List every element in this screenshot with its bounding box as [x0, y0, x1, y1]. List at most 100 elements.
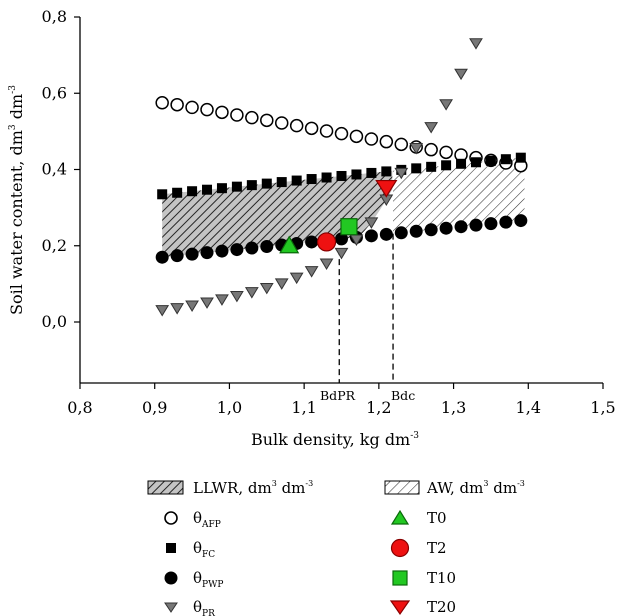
afp-point — [155, 96, 169, 110]
x-axis-label: Bulk density, kg dm-3 — [251, 430, 419, 449]
pwp-point — [409, 224, 423, 238]
legend-t10-label: T10 — [427, 569, 456, 587]
pr-point — [230, 290, 244, 303]
pwp-point — [185, 247, 199, 261]
green-square-marker — [392, 570, 408, 586]
fc-point — [306, 174, 317, 185]
pr-point — [409, 143, 424, 155]
y-axis-label: Soil water content, dm3 dm-3 — [7, 85, 26, 315]
pr-point — [170, 303, 185, 315]
fc-point — [470, 157, 481, 168]
legend-t10: T10 — [392, 569, 456, 587]
afp-point — [424, 142, 438, 157]
pr-point — [364, 217, 379, 229]
pr-point — [439, 99, 453, 111]
afp-point — [304, 121, 319, 136]
legend-aw: AW, dm3 dm-3 — [384, 479, 525, 497]
fc-point — [216, 183, 227, 194]
fc-point — [246, 180, 257, 191]
pwp-point — [215, 244, 229, 258]
x-tick-label: 1,5 — [590, 398, 615, 417]
afp-point — [215, 105, 229, 120]
pr-point — [454, 68, 468, 81]
fc-point — [276, 177, 287, 188]
legend-t2: T2 — [390, 538, 447, 558]
t0-point — [279, 235, 300, 254]
filled-circle-marker — [164, 571, 178, 585]
x-ticks: 0,8 0,9 1,0 1,1 1,2 1,3 1,4 1,5 — [67, 383, 616, 417]
aw-area — [393, 157, 525, 234]
pwp-point — [469, 218, 483, 232]
fc-point — [441, 160, 452, 171]
legend-aw-swatch — [384, 480, 420, 495]
bdpr-label: BdPR — [320, 388, 356, 403]
fc-point — [202, 184, 213, 195]
fc-point — [351, 169, 362, 180]
t20-point — [375, 179, 398, 198]
fc-point — [381, 166, 392, 177]
pr-point — [155, 305, 170, 317]
fc-point — [411, 163, 422, 174]
pwp-point — [155, 250, 169, 264]
afp-point — [274, 116, 289, 130]
legend-afp: θAFP — [164, 509, 221, 530]
legend-pwp: θPWP — [164, 569, 223, 590]
legend-t0: T0 — [390, 509, 447, 527]
legend-llwr-label: LLWR, dm3 dm-3 — [193, 479, 313, 497]
red-down-triangle-marker — [389, 600, 411, 616]
down-triangle-marker — [164, 602, 178, 613]
legend-t2-label: T2 — [427, 539, 447, 557]
pr-point — [259, 282, 274, 295]
afp-point — [334, 126, 349, 141]
fc-point — [426, 161, 437, 172]
afp-point — [319, 124, 334, 138]
pwp-point — [245, 241, 259, 255]
legend-fc-label: θFC — [193, 539, 215, 560]
fc-point — [485, 155, 496, 166]
legend-afp-label: θAFP — [193, 509, 221, 530]
pr-point — [469, 38, 483, 50]
legend-fc: θFC — [166, 539, 215, 560]
legend-t20: T20 — [389, 598, 456, 616]
t10-point — [340, 218, 358, 236]
legend: LLWR, dm3 dm-3 AW, dm3 dm-3 θAFP θFC θPW… — [147, 479, 525, 616]
axes: 0,8 0,9 1,0 1,1 1,2 1,3 1,4 1,5 0,0 0,2 0,4 0,6 0,8 — [42, 7, 616, 417]
pwp-point — [335, 232, 348, 246]
pr-point — [274, 278, 289, 290]
pwp-point — [305, 235, 319, 249]
pr-point — [244, 287, 259, 299]
afp-point — [364, 132, 379, 146]
fc-point — [515, 152, 526, 163]
pr-point — [185, 300, 199, 312]
fc-point — [321, 172, 332, 183]
pr-point — [304, 266, 319, 278]
fc-point — [500, 154, 511, 165]
pwp-point — [499, 215, 513, 229]
y-tick-label: 0,2 — [42, 236, 67, 255]
pr-point — [200, 297, 214, 309]
y-tick-label: 0,6 — [42, 83, 67, 102]
pwp-point — [230, 243, 244, 257]
legend-llwr-swatch — [147, 480, 184, 495]
reference-lines — [338, 233, 394, 383]
afp-point — [260, 113, 274, 128]
x-tick-label: 1,2 — [366, 398, 391, 417]
fc-point — [456, 158, 467, 169]
x-tick-label: 1,1 — [291, 398, 316, 417]
pwp-point — [514, 214, 528, 228]
pwp-point — [454, 220, 468, 234]
y-ticks: 0,0 0,2 0,4 0,6 0,8 — [42, 7, 80, 331]
pwp-point — [379, 227, 393, 241]
afp-point — [349, 129, 364, 144]
fc-point — [172, 187, 183, 198]
fc-point — [231, 181, 242, 192]
pr-point — [424, 122, 439, 134]
data-series — [155, 38, 528, 317]
afp-point — [185, 100, 199, 115]
pwp-point — [364, 229, 378, 243]
afp-point — [230, 108, 244, 122]
fc-point — [336, 170, 347, 181]
bdc-label: Bdc — [391, 388, 415, 403]
pr-point — [334, 247, 349, 260]
legend-aw-label: AW, dm3 dm-3 — [426, 479, 525, 497]
